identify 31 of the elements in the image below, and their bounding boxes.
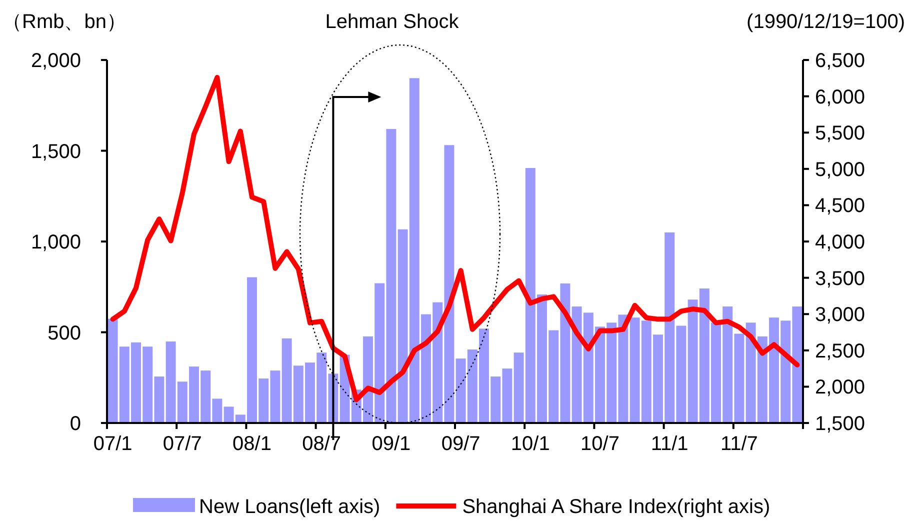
y-tick-label: 2,000 <box>30 50 81 72</box>
y2-tick-label: 4,500 <box>815 195 866 218</box>
y2-axis-title: (1990/12/19=100) <box>746 11 905 33</box>
y2-tick-label: 6,500 <box>815 50 866 72</box>
x-tick-label: 10/7 <box>580 433 620 455</box>
y2-tick-label: 4,000 <box>815 232 866 254</box>
y-tick-label: 1,000 <box>30 232 81 254</box>
y2-tick-label: 5,000 <box>815 158 866 181</box>
x-tick-label: 11/1 <box>650 433 688 455</box>
legend-label: New Loans(left axis) <box>199 496 380 518</box>
x-tick-label: 08/1 <box>232 433 272 455</box>
y2-tick-label: 2,500 <box>815 340 866 362</box>
legend-label: Shanghai A Share Index(right axis) <box>462 496 770 518</box>
y2-tick-label: 3,000 <box>815 304 866 326</box>
x-tick-label: 09/1 <box>372 433 411 455</box>
y-tick-label: 1,500 <box>30 140 81 163</box>
x-tick-label: 10/1 <box>510 433 550 455</box>
y-tick-label: 0 <box>70 413 81 435</box>
text: Lehman Shock <box>325 11 460 33</box>
x-tick-label: 09/7 <box>441 433 480 455</box>
x-tick-label: 08/7 <box>302 433 342 455</box>
y2-tick-label: 1,500 <box>815 413 866 435</box>
y2-tick-label: 3,500 <box>815 268 866 290</box>
y2-tick-label: 6,000 <box>815 86 866 108</box>
y2-tick-label: 5,500 <box>815 122 866 145</box>
y2-tick-label: 2,000 <box>815 376 866 399</box>
y-axis-title: （Rmb、bn） <box>2 11 126 33</box>
x-tick-label: 07/1 <box>93 433 132 455</box>
x-tick-label: 11/7 <box>720 433 758 455</box>
x-tick-label: 07/7 <box>162 433 202 455</box>
y-tick-label: 500 <box>48 322 81 344</box>
